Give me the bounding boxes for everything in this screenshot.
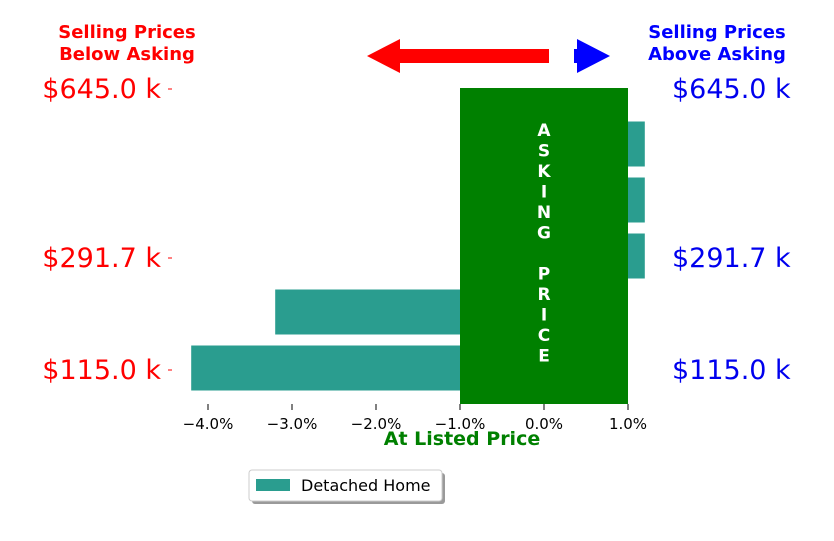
- header-right-line-1: Selling Prices: [648, 22, 785, 43]
- y-label-left: $291.7 k: [42, 243, 161, 274]
- asking-price-letter: R: [537, 285, 550, 305]
- asking-price-letter: S: [538, 142, 550, 162]
- chart-header: Selling Prices Below Asking Selling Pric…: [58, 22, 786, 73]
- header-right-line-2: Above Asking: [648, 44, 786, 65]
- asking-price-letter: C: [538, 326, 550, 346]
- asking-price-letter: A: [537, 121, 551, 141]
- asking-price-letter: N: [537, 203, 551, 223]
- y-label-left: $645.0 k: [42, 74, 161, 105]
- asking-price-letter: I: [541, 183, 547, 203]
- asking-price-letter: G: [537, 224, 551, 244]
- y-label-left: $115.0 k: [42, 355, 161, 386]
- left-arrow-icon: [367, 39, 549, 73]
- asking-price-letter: E: [538, 347, 550, 367]
- x-tick-label: −3.0%: [267, 415, 318, 433]
- asking-price-letter: I: [541, 306, 547, 326]
- y-label-right: $115.0 k: [672, 355, 791, 386]
- legend-label: Detached Home: [301, 476, 431, 495]
- y-axis-labels: $115.0 k $291.7 k $645.0 k $115.0 k $291.7 k…: [42, 74, 791, 386]
- legend-swatch: [256, 479, 290, 491]
- asking-price-letter: P: [538, 265, 550, 285]
- right-arrow-icon: [577, 39, 610, 73]
- header-left-line-2: Below Asking: [59, 44, 195, 65]
- x-tick-label: −4.0%: [183, 415, 234, 433]
- y-label-right: $645.0 k: [672, 74, 791, 105]
- legend: Detached Home: [249, 470, 445, 504]
- y-label-right: $291.7 k: [672, 243, 791, 274]
- asking-price-letter: K: [537, 162, 551, 182]
- header-left-line-1: Selling Prices: [58, 22, 195, 43]
- x-axis-label: At Listed Price: [384, 428, 540, 450]
- x-tick-label: 1.0%: [609, 415, 647, 433]
